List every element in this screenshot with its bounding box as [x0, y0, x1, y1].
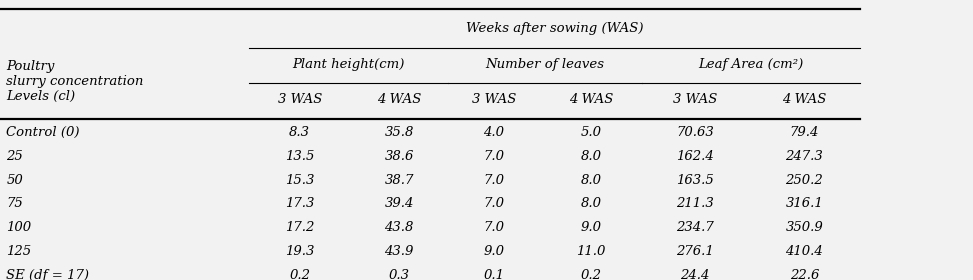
Text: 162.4: 162.4 [676, 150, 714, 163]
Text: 15.3: 15.3 [285, 174, 314, 186]
Text: 25: 25 [6, 150, 23, 163]
Text: 4 WAS: 4 WAS [782, 93, 826, 106]
Text: SE (df = 17): SE (df = 17) [6, 269, 90, 280]
Text: 3 WAS: 3 WAS [472, 93, 516, 106]
Text: 350.9: 350.9 [785, 221, 823, 234]
Text: 9.0: 9.0 [580, 221, 601, 234]
Text: Number of leaves: Number of leaves [486, 58, 604, 71]
Text: 211.3: 211.3 [676, 197, 714, 210]
Text: 125: 125 [6, 245, 31, 258]
Text: 0.1: 0.1 [484, 269, 504, 280]
Text: 43.9: 43.9 [384, 245, 414, 258]
Text: 100: 100 [6, 221, 31, 234]
Text: 234.7: 234.7 [676, 221, 714, 234]
Text: 316.1: 316.1 [785, 197, 823, 210]
Text: 38.6: 38.6 [384, 150, 414, 163]
Text: Weeks after sowing (WAS): Weeks after sowing (WAS) [466, 22, 643, 36]
Text: 11.0: 11.0 [576, 245, 605, 258]
Text: Control (0): Control (0) [6, 126, 80, 139]
Text: 5.0: 5.0 [580, 126, 601, 139]
Text: 410.4: 410.4 [785, 245, 823, 258]
Text: 247.3: 247.3 [785, 150, 823, 163]
Text: 79.4: 79.4 [789, 126, 819, 139]
Text: 38.7: 38.7 [384, 174, 414, 186]
Text: 4.0: 4.0 [484, 126, 504, 139]
Text: 19.3: 19.3 [285, 245, 314, 258]
Text: Poultry
slurry concentration
Levels (cl): Poultry slurry concentration Levels (cl) [6, 60, 144, 103]
Text: 17.3: 17.3 [285, 197, 314, 210]
Text: 50: 50 [6, 174, 23, 186]
Text: 13.5: 13.5 [285, 150, 314, 163]
Text: 8.0: 8.0 [580, 174, 601, 186]
Text: 39.4: 39.4 [384, 197, 414, 210]
Text: 0.2: 0.2 [580, 269, 601, 280]
Text: 3 WAS: 3 WAS [673, 93, 717, 106]
Text: 43.8: 43.8 [384, 221, 414, 234]
Text: 8.0: 8.0 [580, 150, 601, 163]
Text: Plant height(cm): Plant height(cm) [292, 58, 405, 71]
Text: 8.0: 8.0 [580, 197, 601, 210]
Text: 4 WAS: 4 WAS [377, 93, 421, 106]
Text: 0.2: 0.2 [289, 269, 310, 280]
Text: 7.0: 7.0 [484, 150, 504, 163]
Text: 163.5: 163.5 [676, 174, 714, 186]
Text: 17.2: 17.2 [285, 221, 314, 234]
Text: 7.0: 7.0 [484, 221, 504, 234]
Text: 8.3: 8.3 [289, 126, 310, 139]
Text: 0.3: 0.3 [388, 269, 410, 280]
Text: 70.63: 70.63 [676, 126, 714, 139]
Text: 24.4: 24.4 [680, 269, 709, 280]
Text: Leaf Area (cm²): Leaf Area (cm²) [699, 58, 804, 71]
Text: 7.0: 7.0 [484, 174, 504, 186]
Text: 75: 75 [6, 197, 23, 210]
Text: 22.6: 22.6 [789, 269, 819, 280]
Text: 35.8: 35.8 [384, 126, 414, 139]
Text: 3 WAS: 3 WAS [277, 93, 322, 106]
Text: 276.1: 276.1 [676, 245, 714, 258]
Text: 250.2: 250.2 [785, 174, 823, 186]
Text: 7.0: 7.0 [484, 197, 504, 210]
Text: 4 WAS: 4 WAS [568, 93, 613, 106]
Text: 9.0: 9.0 [484, 245, 504, 258]
